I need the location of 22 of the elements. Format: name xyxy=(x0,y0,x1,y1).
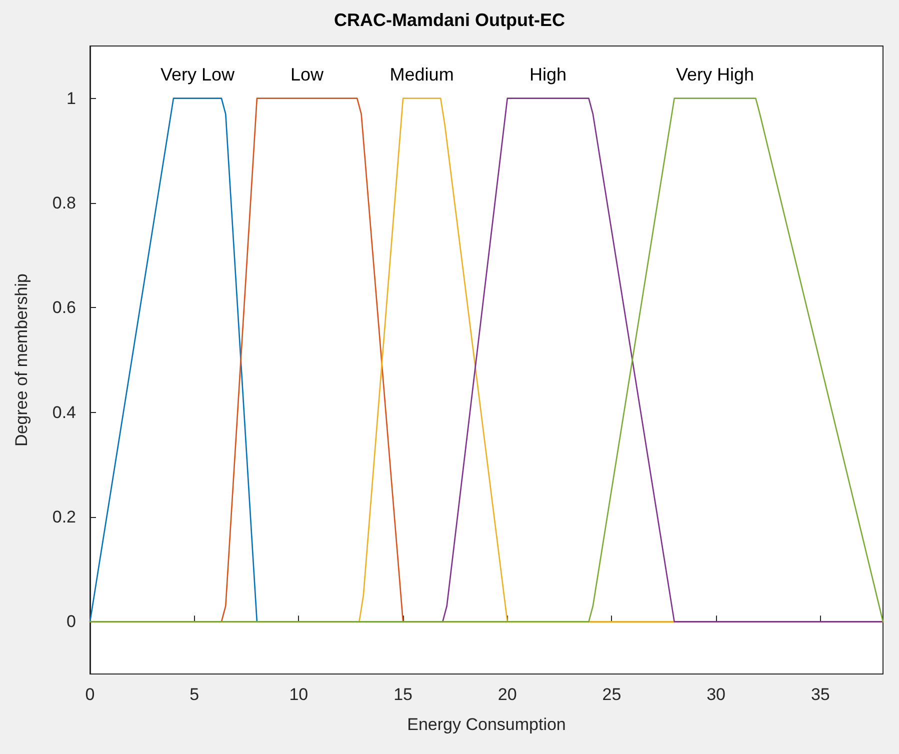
series-label: High xyxy=(530,64,567,84)
x-axis-title: Energy Consumption xyxy=(407,715,566,734)
x-tick-label: 30 xyxy=(706,685,726,704)
y-tick-label: 0.4 xyxy=(52,402,76,422)
chart-title: CRAC-Mamdani Output-EC xyxy=(334,10,565,30)
series-label: Very High xyxy=(676,64,754,84)
y-tick-label: 0.2 xyxy=(52,508,76,526)
series-label: Medium xyxy=(390,64,454,84)
y-tick-label: 0.6 xyxy=(52,298,76,318)
series-label: Very Low xyxy=(160,64,236,84)
x-tick-label: 10 xyxy=(289,685,308,704)
x-tick-label: 25 xyxy=(602,685,622,704)
series-label: Low xyxy=(290,64,325,84)
y-tick-label: 0 xyxy=(66,612,76,632)
y-tick-label: 1 xyxy=(66,88,76,108)
x-tick-label: 0 xyxy=(85,685,95,704)
x-tick-label: 35 xyxy=(810,685,830,704)
x-tick-label: 5 xyxy=(190,685,200,704)
y-axis-title: Degree of membership xyxy=(12,274,31,446)
y-tick-label: 0.8 xyxy=(52,194,76,212)
x-tick-label: 20 xyxy=(498,685,517,704)
x-tick-label: 15 xyxy=(394,685,412,704)
